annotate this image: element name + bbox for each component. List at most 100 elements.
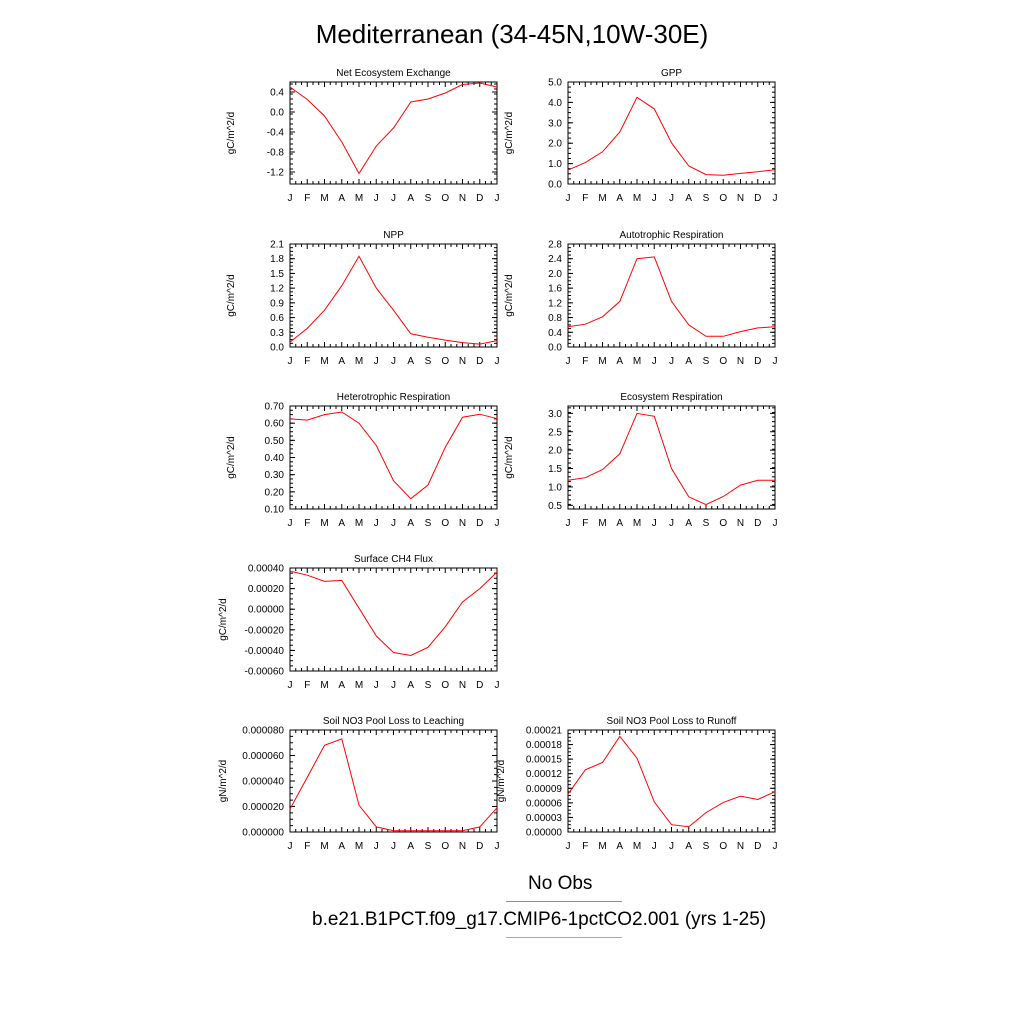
- x-tick-label: F: [304, 518, 310, 529]
- series-line: [289, 411, 498, 500]
- x-tick-label: O: [441, 680, 449, 691]
- x-tick-label: M: [598, 841, 606, 852]
- y-tick-label: 0.00021: [526, 726, 563, 737]
- y-tick-label: 1.6: [548, 284, 562, 295]
- x-tick-label: M: [320, 356, 328, 367]
- chart-title: Surface CH4 Flux: [354, 554, 433, 565]
- x-tick-label: J: [495, 680, 500, 691]
- y-tick-label: 0.10: [265, 505, 285, 516]
- y-tick-label: 3.0: [548, 409, 562, 420]
- x-tick-label: O: [719, 193, 727, 204]
- x-tick-label: J: [374, 193, 379, 204]
- x-tick-label: N: [737, 193, 744, 204]
- y-tick-label: 2.1: [270, 240, 284, 251]
- x-tick-label: M: [633, 518, 641, 529]
- x-tick-label: D: [476, 518, 483, 529]
- x-tick-label: J: [374, 841, 379, 852]
- legend-line-no-obs: [506, 901, 622, 902]
- x-tick-label: O: [719, 356, 727, 367]
- legend-line-model-run: [506, 937, 622, 938]
- y-axis-label: gC/m^2/d: [226, 274, 237, 317]
- x-tick-label: J: [495, 193, 500, 204]
- x-tick-label: N: [459, 356, 466, 367]
- y-tick-label: -0.4: [267, 128, 285, 139]
- y-tick-label: 0.5: [548, 501, 562, 512]
- x-tick-label: J: [566, 356, 571, 367]
- y-tick-label: 0.40: [265, 453, 285, 464]
- x-tick-label: S: [425, 356, 432, 367]
- y-tick-label: 0.00000: [526, 828, 563, 839]
- x-tick-label: O: [441, 356, 449, 367]
- x-tick-label: A: [685, 518, 692, 529]
- x-tick-label: M: [355, 193, 363, 204]
- y-tick-label: 0.0: [270, 108, 284, 119]
- x-tick-label: A: [685, 193, 692, 204]
- series-line: [567, 256, 776, 337]
- x-tick-label: N: [459, 680, 466, 691]
- x-tick-label: M: [633, 841, 641, 852]
- x-tick-label: N: [459, 518, 466, 529]
- x-tick-label: A: [685, 841, 692, 852]
- x-tick-label: A: [407, 193, 414, 204]
- x-tick-label: M: [320, 193, 328, 204]
- x-tick-label: A: [616, 193, 623, 204]
- x-tick-label: J: [288, 356, 293, 367]
- x-tick-label: N: [737, 841, 744, 852]
- series-line: [567, 96, 776, 176]
- y-tick-label: 0.000080: [242, 726, 284, 737]
- x-tick-label: A: [338, 193, 345, 204]
- x-tick-label: J: [773, 841, 778, 852]
- y-tick-label: 0.00009: [526, 784, 563, 795]
- x-tick-label: D: [476, 841, 483, 852]
- x-tick-label: O: [719, 518, 727, 529]
- y-tick-label: 0.000020: [242, 802, 284, 813]
- x-tick-label: J: [566, 193, 571, 204]
- x-tick-label: F: [304, 680, 310, 691]
- x-tick-label: S: [425, 518, 432, 529]
- plot-frame: [567, 243, 776, 348]
- x-tick-label: J: [495, 841, 500, 852]
- x-tick-label: A: [407, 680, 414, 691]
- y-tick-label: 0.0: [270, 343, 284, 354]
- x-tick-label: N: [737, 356, 744, 367]
- x-tick-label: J: [391, 841, 396, 852]
- x-tick-label: M: [598, 193, 606, 204]
- y-tick-label: 0.20: [265, 487, 285, 498]
- y-axis-label: gC/m^2/d: [226, 436, 237, 479]
- series-line: [567, 412, 775, 506]
- chart-title: Net Ecosystem Exchange: [336, 68, 451, 79]
- y-tick-label: 0.30: [265, 470, 285, 481]
- x-tick-label: J: [773, 356, 778, 367]
- x-tick-label: J: [391, 518, 396, 529]
- y-tick-label: 0.50: [265, 436, 285, 447]
- x-tick-label: N: [737, 518, 744, 529]
- y-tick-label: 1.2: [548, 298, 562, 309]
- chart-title: Soil NO3 Pool Loss to Runoff: [607, 716, 737, 727]
- x-tick-label: O: [719, 841, 727, 852]
- x-tick-label: O: [441, 193, 449, 204]
- x-tick-label: D: [754, 193, 761, 204]
- x-tick-label: N: [459, 193, 466, 204]
- x-tick-label: S: [425, 680, 432, 691]
- x-tick-label: M: [320, 518, 328, 529]
- x-tick-label: M: [355, 518, 363, 529]
- y-tick-label: 2.0: [548, 139, 562, 150]
- x-tick-label: S: [703, 518, 710, 529]
- x-tick-label: A: [338, 680, 345, 691]
- x-tick-label: J: [374, 680, 379, 691]
- chart-title: Autotrophic Respiration: [620, 230, 724, 241]
- y-tick-label: 2.4: [548, 254, 562, 265]
- x-tick-label: J: [288, 518, 293, 529]
- chart-title: GPP: [661, 68, 682, 79]
- x-tick-label: J: [495, 518, 500, 529]
- plot-frame: [289, 405, 498, 510]
- x-tick-label: S: [703, 356, 710, 367]
- x-tick-label: A: [407, 356, 414, 367]
- x-tick-label: J: [669, 193, 674, 204]
- y-tick-label: 2.0: [548, 446, 562, 457]
- x-tick-label: M: [598, 356, 606, 367]
- y-tick-label: -0.8: [267, 148, 285, 159]
